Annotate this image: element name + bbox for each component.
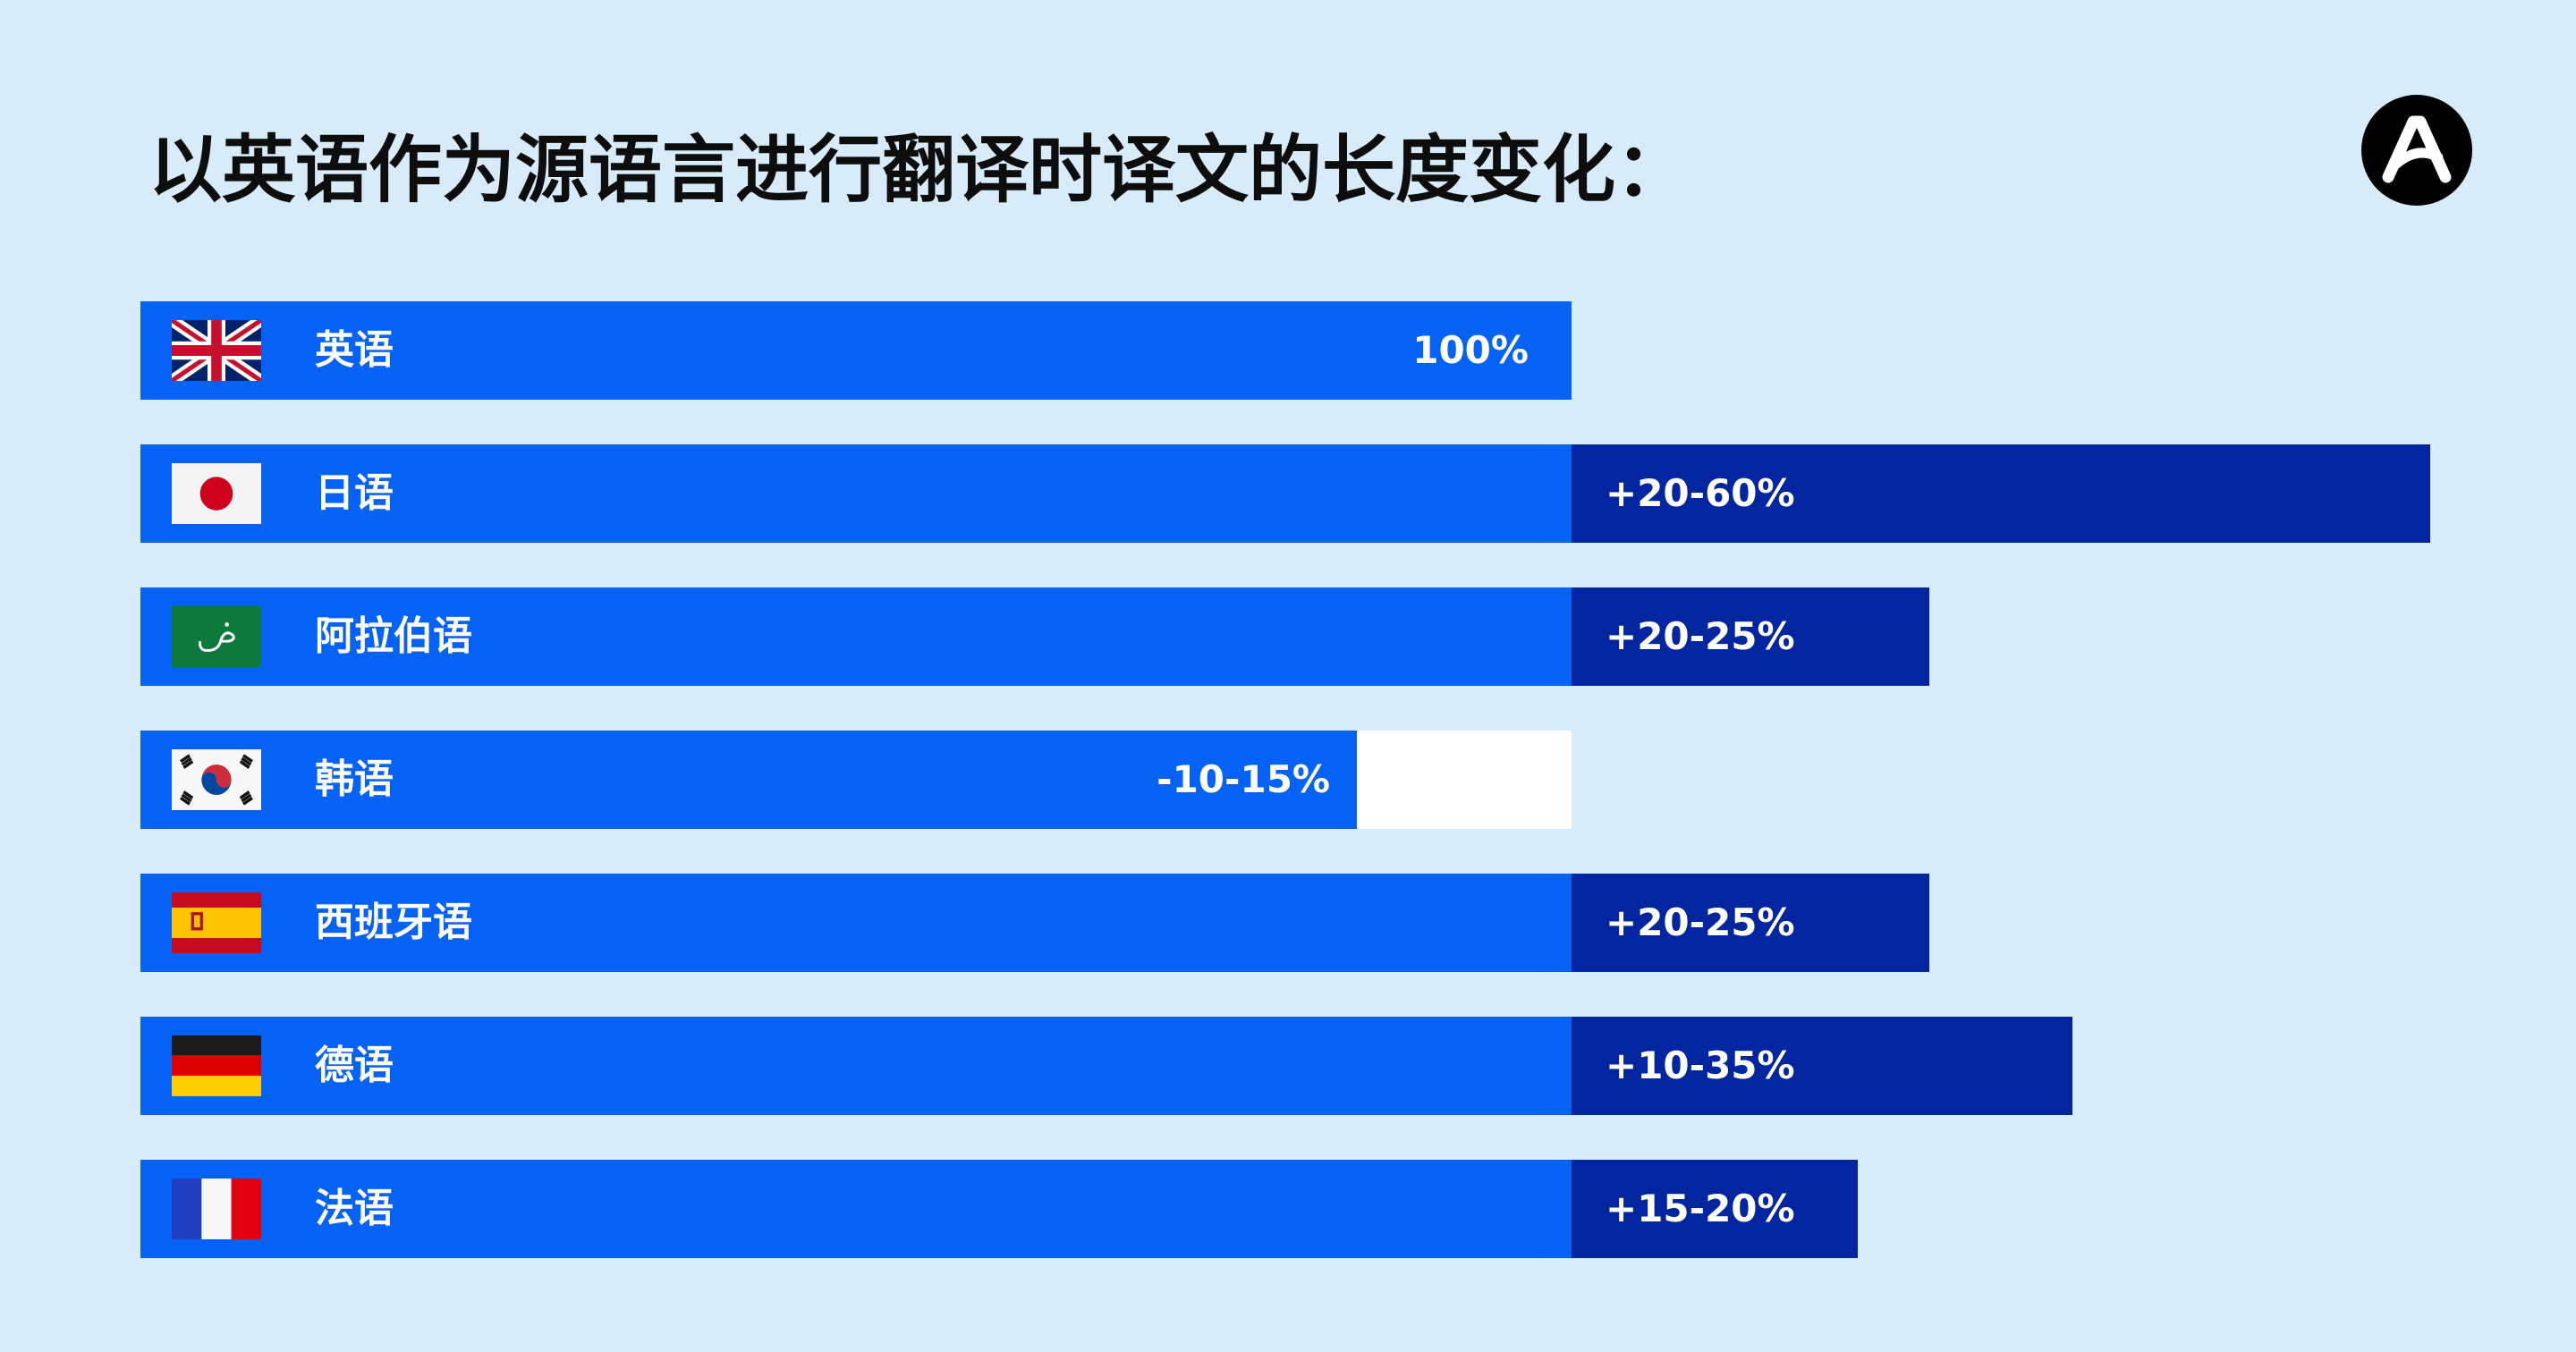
bar-increase <box>1572 587 1929 686</box>
bar-base <box>140 301 1572 400</box>
bar-increase <box>1572 1017 2072 1115</box>
value-label: +20-25% <box>1606 900 1795 944</box>
korea-flag-icon <box>172 749 261 810</box>
language-label: 韩语 <box>315 756 394 802</box>
japan-flag-icon <box>172 463 261 524</box>
bar-base <box>140 444 1572 543</box>
language-label: 西班牙语 <box>315 900 472 945</box>
value-label: -10-15% <box>1157 757 1330 801</box>
value-label: +20-60% <box>1606 471 1795 515</box>
chart-row: 阿拉伯语 +20-25% <box>140 587 2430 686</box>
bar-base <box>140 874 1572 972</box>
spain-flag-icon <box>172 892 261 953</box>
uk-flag-icon <box>172 320 261 381</box>
value-label: 100% <box>1412 328 1529 372</box>
bar-increase <box>1572 874 1929 972</box>
chart-row: 法语 +15-20% <box>140 1160 2430 1258</box>
bar-base <box>140 1017 1572 1115</box>
germany-flag-icon <box>172 1035 261 1096</box>
bar-reduction <box>1357 731 1572 829</box>
chart-row: 日语 +20-60% <box>140 444 2430 543</box>
bar-base <box>140 1160 1572 1258</box>
chart-row: 韩语 -10-15% <box>140 731 2430 829</box>
language-label: 日语 <box>315 470 394 516</box>
arabic-flag-icon <box>172 606 261 667</box>
chart-row: 英语 100% <box>140 301 2430 400</box>
chart-row: 西班牙语 +20-25% <box>140 874 2430 972</box>
france-flag-icon <box>172 1179 261 1239</box>
value-label: +10-35% <box>1606 1044 1795 1087</box>
value-label: +20-25% <box>1606 614 1795 658</box>
bar-increase <box>1572 1160 1858 1258</box>
bar-base <box>140 731 1357 829</box>
language-label: 德语 <box>315 1043 394 1088</box>
bar-base <box>140 587 1572 686</box>
value-label: +15-20% <box>1606 1187 1795 1230</box>
language-label: 法语 <box>315 1186 394 1231</box>
page-title: 以英语作为源语言进行翻译时译文的长度变化： <box>148 128 1690 213</box>
chart-row: 德语 +10-35% <box>140 1017 2430 1115</box>
bar-increase <box>1572 444 2430 543</box>
brand-a-logo-icon <box>2361 95 2472 206</box>
language-label: 英语 <box>315 327 394 373</box>
language-label: 阿拉伯语 <box>315 613 472 659</box>
